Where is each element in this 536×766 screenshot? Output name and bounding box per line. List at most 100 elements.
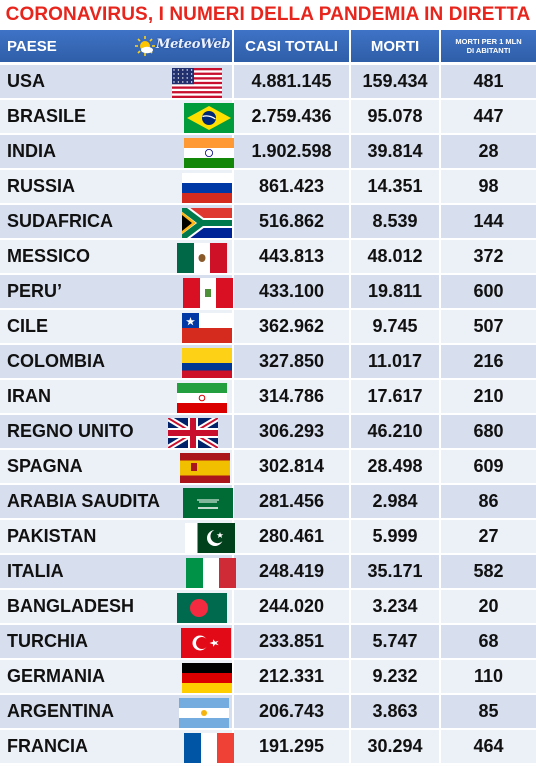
total-cases-cell: 327.850 (233, 344, 351, 380)
country-name: ARABIA SAUDITA (7, 491, 160, 511)
country-cell: CILE (0, 309, 234, 345)
total-cases-cell: 516.862 (233, 204, 351, 240)
deaths-per-million-cell: 447 (440, 99, 536, 135)
country-cell: COLOMBIA (0, 344, 234, 380)
russia-flag-icon (182, 173, 232, 203)
deaths-cell: 28.498 (350, 449, 441, 485)
deaths-per-million-cell: 481 (440, 63, 536, 100)
country-name: SPAGNA (7, 456, 83, 476)
country-name: COLOMBIA (7, 351, 105, 371)
country-name: PAKISTAN (7, 526, 97, 546)
table-row: ARGENTINA 206.743 3.863 85 (0, 694, 536, 730)
deaths-cell: 95.078 (350, 99, 441, 135)
deaths-cell: 48.012 (350, 239, 441, 275)
deaths-cell: 3.863 (350, 694, 441, 730)
pakistan-flag-icon (185, 523, 235, 553)
deaths-per-million-cell: 68 (440, 624, 536, 660)
deaths-per-million-cell: 600 (440, 274, 536, 310)
table-row: USA 4.881.145 159.434 481 (0, 63, 536, 100)
country-cell: REGNO UNITO (0, 414, 234, 450)
usa-flag-icon (172, 68, 222, 98)
deaths-per-million-cell: 27 (440, 519, 536, 555)
deaths-cell: 5.999 (350, 519, 441, 555)
chile-flag-icon (182, 313, 232, 343)
per-million-header-line2: DI ABITANTI (466, 46, 511, 55)
deaths-cell: 11.017 (350, 344, 441, 380)
table-row: REGNO UNITO 306.293 46.210 680 (0, 414, 536, 450)
country-column-header: PAESE MeteoWeb (0, 30, 234, 65)
table-row: SPAGNA 302.814 28.498 609 (0, 449, 536, 485)
table-row: GERMANIA 212.331 9.232 110 (0, 659, 536, 695)
colombia-flag-icon (182, 348, 232, 378)
italy-flag-icon (186, 558, 236, 588)
country-cell: GERMANIA (0, 659, 234, 695)
total-cases-cell: 306.293 (233, 414, 351, 450)
country-cell: SPAGNA (0, 449, 234, 485)
peru-flag-icon (183, 278, 233, 308)
deaths-per-million-cell: 85 (440, 694, 536, 730)
deaths-cell: 5.747 (350, 624, 441, 660)
deaths-per-million-cell: 680 (440, 414, 536, 450)
table-row: IRAN 314.786 17.617 210 (0, 379, 536, 415)
deaths-cell: 9.232 (350, 659, 441, 695)
country-cell: USA (0, 63, 234, 100)
table-row: RUSSIA 861.423 14.351 98 (0, 169, 536, 205)
total-cases-cell: 433.100 (233, 274, 351, 310)
per-million-header-line1: MORTI PER 1 MLN (455, 37, 522, 46)
country-cell: MESSICO (0, 239, 234, 275)
table-row: ARABIA SAUDITA 281.456 2.984 86 (0, 484, 536, 520)
table-row: COLOMBIA 327.850 11.017 216 (0, 344, 536, 380)
cases-column-header: CASI TOTALI (233, 30, 351, 65)
table-row: PAKISTAN 280.461 5.999 27 (0, 519, 536, 555)
deaths-per-million-cell: 20 (440, 589, 536, 625)
table-row: PERU’ 433.100 19.811 600 (0, 274, 536, 310)
total-cases-cell: 206.743 (233, 694, 351, 730)
total-cases-cell: 861.423 (233, 169, 351, 205)
total-cases-cell: 302.814 (233, 449, 351, 485)
total-cases-cell: 362.962 (233, 309, 351, 345)
total-cases-cell: 233.851 (233, 624, 351, 660)
table-row: SUDAFRICA 516.862 8.539 144 (0, 204, 536, 240)
total-cases-cell: 4.881.145 (233, 63, 351, 100)
country-name: USA (7, 71, 46, 91)
country-cell: ITALIA (0, 554, 236, 590)
bangladesh-flag-icon (177, 593, 227, 623)
brazil-flag-icon (184, 103, 234, 133)
country-cell: ARABIA SAUDITA (0, 484, 234, 520)
deaths-per-million-cell: 582 (440, 554, 536, 590)
uk-flag-icon (168, 418, 218, 448)
germany-flag-icon (182, 663, 232, 693)
deaths-cell: 46.210 (350, 414, 441, 450)
country-name: ARGENTINA (7, 701, 114, 721)
total-cases-cell: 280.461 (233, 519, 351, 555)
table-row: ITALIA 248.419 35.171 582 (0, 554, 536, 590)
deaths-cell: 8.539 (350, 204, 441, 240)
deaths-per-million-cell: 28 (440, 134, 536, 170)
deaths-cell: 159.434 (350, 63, 441, 100)
country-cell: BANGLADESH (0, 589, 234, 625)
covid-stats-table: PAESE MeteoWeb CASI TOTAL (0, 30, 536, 765)
country-name: GERMANIA (7, 666, 105, 686)
mexico-flag-icon (177, 243, 227, 273)
saudi-arabia-flag-icon (183, 488, 233, 518)
country-cell: BRASILE (0, 99, 234, 135)
deaths-cell: 2.984 (350, 484, 441, 520)
deaths-column-header: MORTI (350, 30, 441, 65)
country-name: FRANCIA (7, 736, 88, 756)
country-name: IRAN (7, 386, 51, 406)
deaths-per-million-cell: 98 (440, 169, 536, 205)
country-cell: FRANCIA (0, 729, 234, 765)
country-name: MESSICO (7, 246, 91, 266)
country-cell: INDIA (0, 134, 234, 170)
deaths-per-million-cell: 507 (440, 309, 536, 345)
deaths-cell: 14.351 (350, 169, 441, 205)
table-row: TURCHIA 233.851 5.747 68 (0, 624, 536, 660)
table-row: MESSICO 443.813 48.012 372 (0, 239, 536, 275)
per-million-column-header: MORTI PER 1 MLN DI ABITANTI (440, 30, 536, 65)
table-row: BRASILE 2.759.436 95.078 447 (0, 99, 536, 135)
total-cases-cell: 281.456 (233, 484, 351, 520)
logo-text: MeteoWeb (156, 37, 231, 52)
country-cell: SUDAFRICA (0, 204, 234, 240)
country-name: INDIA (7, 141, 56, 161)
deaths-per-million-cell: 210 (440, 379, 536, 415)
